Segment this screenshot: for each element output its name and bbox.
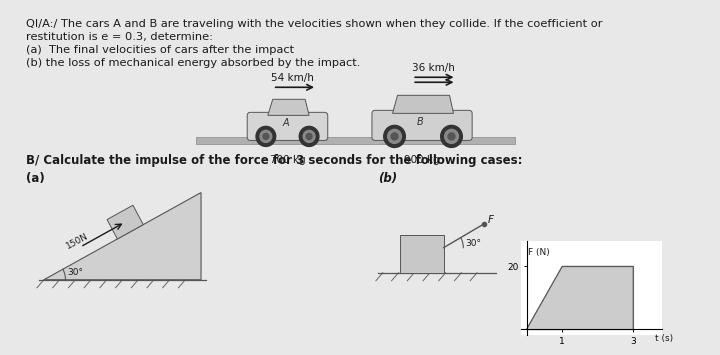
Text: (a)  The final velocities of cars after the impact: (a) The final velocities of cars after t… bbox=[26, 45, 294, 55]
Polygon shape bbox=[107, 205, 143, 239]
Text: (b): (b) bbox=[378, 173, 397, 186]
Text: B: B bbox=[417, 118, 423, 127]
Text: A: A bbox=[282, 118, 289, 129]
Bar bbox=[196, 137, 516, 144]
Circle shape bbox=[263, 133, 269, 140]
FancyBboxPatch shape bbox=[372, 110, 472, 141]
Polygon shape bbox=[268, 99, 309, 115]
FancyBboxPatch shape bbox=[247, 112, 328, 141]
Text: (b) the loss of mechanical energy absorbed by the impact.: (b) the loss of mechanical energy absorb… bbox=[26, 58, 361, 68]
Text: 900 kg: 900 kg bbox=[404, 155, 440, 165]
Text: 36 km/h: 36 km/h bbox=[413, 63, 455, 73]
Text: (a): (a) bbox=[26, 173, 45, 186]
Circle shape bbox=[303, 130, 315, 142]
Text: 30°: 30° bbox=[465, 239, 481, 248]
Circle shape bbox=[300, 126, 319, 146]
Text: 150N: 150N bbox=[64, 231, 90, 251]
Text: F (N): F (N) bbox=[528, 248, 550, 257]
Text: B/ Calculate the impulse of the force for 3 seconds for the following cases:: B/ Calculate the impulse of the force fo… bbox=[26, 154, 523, 168]
Text: QI/A:/ The cars A and B are traveling with the velocities shown when they collid: QI/A:/ The cars A and B are traveling wi… bbox=[26, 19, 603, 29]
Polygon shape bbox=[392, 95, 454, 113]
Text: 700 kg: 700 kg bbox=[270, 155, 305, 165]
Bar bbox=[400, 235, 444, 273]
Text: restitution is e = 0.3, determine:: restitution is e = 0.3, determine: bbox=[26, 32, 213, 42]
Circle shape bbox=[256, 126, 276, 146]
Text: t (s): t (s) bbox=[654, 334, 672, 343]
Text: 30°: 30° bbox=[68, 268, 84, 277]
Circle shape bbox=[448, 133, 455, 140]
Circle shape bbox=[441, 125, 462, 147]
Text: F: F bbox=[487, 215, 493, 225]
Circle shape bbox=[306, 133, 312, 140]
Circle shape bbox=[260, 130, 271, 142]
Circle shape bbox=[391, 133, 398, 140]
Circle shape bbox=[387, 129, 402, 143]
Circle shape bbox=[445, 129, 459, 143]
Circle shape bbox=[384, 125, 405, 147]
Text: 54 km/h: 54 km/h bbox=[271, 73, 314, 83]
Polygon shape bbox=[44, 192, 201, 280]
